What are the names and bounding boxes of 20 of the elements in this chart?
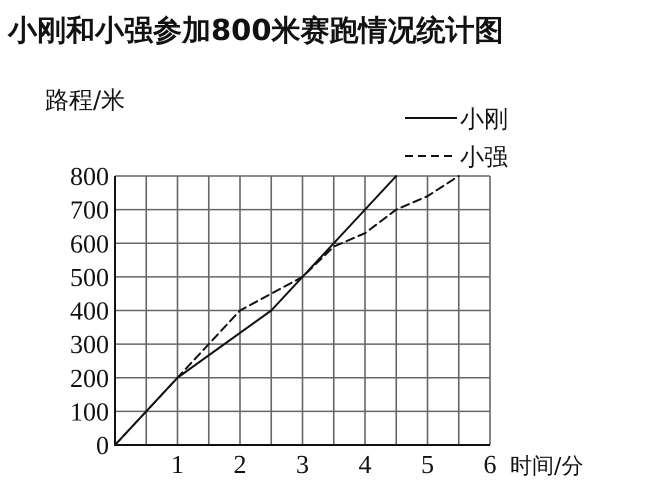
x-tick-label: 1 [171, 450, 184, 479]
chart-title: 小刚和小强参加800米赛跑情况统计图 [7, 13, 504, 47]
x-tick-label: 4 [358, 450, 372, 479]
x-tick-label: 6 [484, 450, 496, 479]
x-tick-label: 5 [421, 450, 434, 479]
y-tick-label: 800 [70, 162, 109, 191]
y-axis-title: 路程/米 [45, 86, 126, 114]
y-tick-label: 500 [70, 262, 109, 292]
y-tick-label: 600 [70, 229, 109, 258]
y-tick-label: 700 [70, 196, 109, 225]
y-tick-label: 200 [70, 364, 109, 393]
y-tick-label: 400 [70, 296, 109, 326]
legend-label: 小刚 [460, 105, 508, 133]
y-tick-label: 0 [96, 431, 109, 460]
legend-label: 小强 [460, 143, 508, 171]
y-tick-label: 300 [70, 330, 109, 360]
y-tick-label: 100 [70, 397, 109, 426]
x-axis-title: 时间/分 [510, 454, 584, 479]
x-tick-label: 2 [234, 450, 246, 479]
x-tick-label: 3 [296, 450, 309, 479]
